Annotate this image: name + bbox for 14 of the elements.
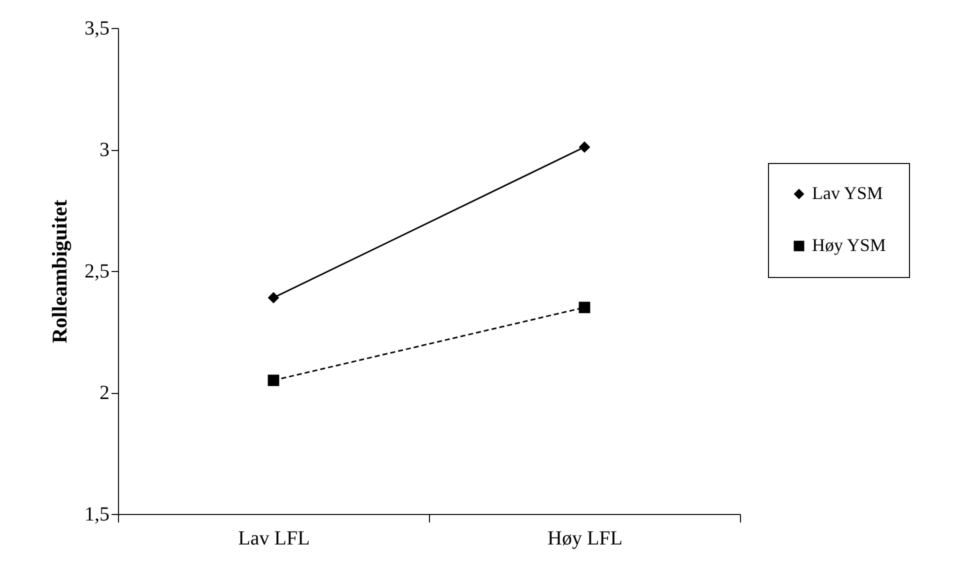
legend-label: Lav YSM [812, 183, 883, 203]
y-tick-label: 2 [100, 382, 110, 404]
point [268, 292, 280, 304]
legend-label: Høy YSM [812, 235, 886, 255]
y-axis-title: Rolleambiguitet [48, 200, 72, 344]
x-tick-label: Lav LFL [238, 528, 310, 550]
point [578, 302, 590, 314]
y-tick-label: 3,5 [84, 18, 110, 40]
y-tick-label: 2,5 [84, 260, 110, 282]
point [268, 374, 280, 386]
y-tick-label: 3 [100, 139, 110, 161]
point [578, 141, 590, 153]
y-tick-label: 1,5 [84, 504, 110, 526]
x-tick-label: Høy LFL [548, 528, 622, 550]
